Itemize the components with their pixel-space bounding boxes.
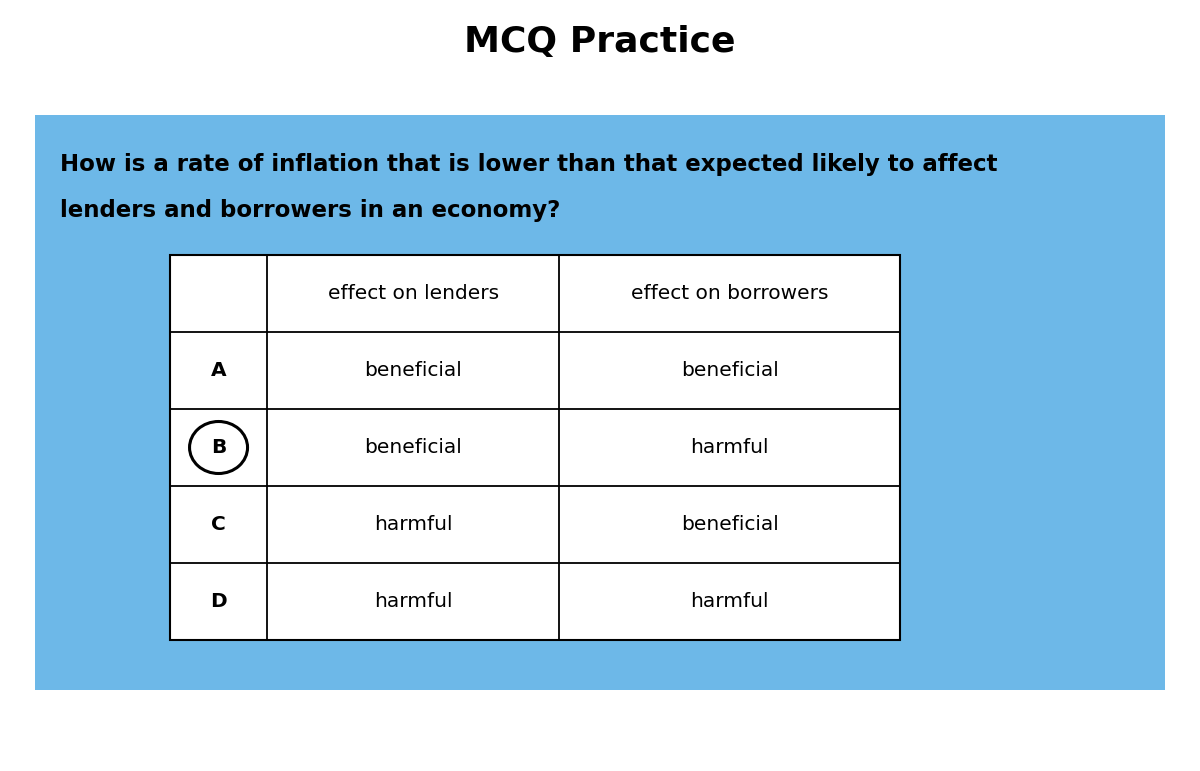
Text: harmful: harmful — [374, 515, 452, 534]
Text: C: C — [211, 515, 226, 534]
Text: beneficial: beneficial — [365, 438, 462, 457]
Text: harmful: harmful — [690, 592, 769, 611]
Text: MCQ Practice: MCQ Practice — [464, 25, 736, 59]
Text: harmful: harmful — [690, 438, 769, 457]
Text: beneficial: beneficial — [680, 515, 779, 534]
Text: effect on borrowers: effect on borrowers — [631, 284, 828, 303]
Bar — [170, 255, 900, 640]
Text: A: A — [211, 361, 227, 380]
Text: beneficial: beneficial — [680, 361, 779, 380]
Text: beneficial: beneficial — [365, 361, 462, 380]
Bar — [35, 115, 1165, 690]
Text: B: B — [211, 438, 226, 457]
Text: effect on lenders: effect on lenders — [328, 284, 499, 303]
Text: D: D — [210, 592, 227, 611]
Text: lenders and borrowers in an economy?: lenders and borrowers in an economy? — [60, 198, 560, 221]
Text: harmful: harmful — [374, 592, 452, 611]
Text: How is a rate of inflation that is lower than that expected likely to affect: How is a rate of inflation that is lower… — [60, 153, 997, 177]
